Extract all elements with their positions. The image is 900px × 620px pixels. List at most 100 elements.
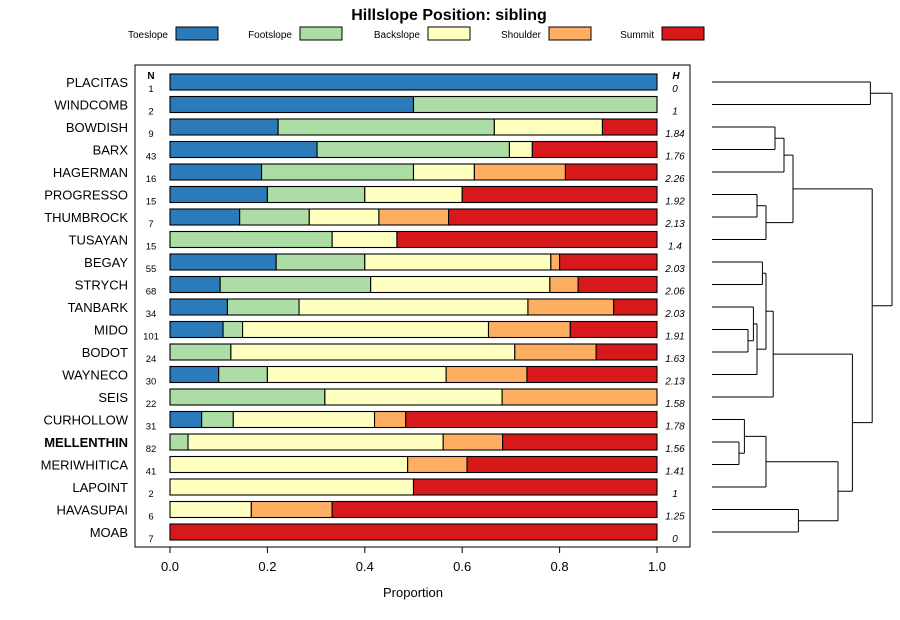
bar-wayneco-shoulder	[446, 367, 527, 383]
bar-curhollow-shoulder	[375, 412, 406, 428]
n-label-strych: 68	[146, 287, 157, 298]
x-tick-label-0-0: 0.0	[161, 559, 179, 574]
bar-tusayan-backslope	[332, 232, 397, 248]
h-label-seis: 1.58	[665, 399, 685, 410]
h-label-tanbark: 2.03	[664, 309, 685, 320]
bar-curhollow-backslope	[233, 412, 374, 428]
bar-bodot-summit	[596, 344, 657, 360]
bar-wayneco-summit	[527, 367, 657, 383]
bar-wayneco-backslope	[267, 367, 446, 383]
bar-havasupai-shoulder	[251, 502, 332, 518]
bar-bowdish-summit	[602, 119, 657, 135]
n-label-barx: 43	[146, 152, 157, 163]
h-label-mido: 1.91	[665, 332, 684, 343]
n-label-mellenthin: 82	[146, 444, 157, 455]
bar-bowdish-footslope	[278, 119, 494, 135]
bar-mido-backslope	[243, 322, 489, 338]
n-label-mido: 101	[143, 332, 159, 343]
category-label-hagerman: HAGERMAN	[53, 165, 128, 180]
category-label-strych: STRYCH	[75, 278, 128, 293]
legend-label-backslope: Backslope	[374, 30, 421, 41]
category-label-bodot: BODOT	[82, 345, 128, 360]
h-label-lapoint: 1	[672, 489, 678, 500]
n-label-progresso: 15	[146, 197, 157, 208]
legend-swatch-footslope	[300, 27, 342, 40]
bar-mellenthin-footslope	[170, 434, 188, 450]
x-tick-label-0-6: 0.6	[453, 559, 471, 574]
bar-seis-footslope	[170, 389, 325, 405]
x-tick-label-0-2: 0.2	[258, 559, 276, 574]
bar-tusayan-summit	[397, 232, 657, 248]
bar-begay-backslope	[365, 254, 551, 270]
h-label-bowdish: 1.84	[665, 129, 685, 140]
category-label-bowdish: BOWDISH	[66, 120, 128, 135]
category-label-placitas: PLACITAS	[66, 75, 128, 90]
bar-bodot-shoulder	[515, 344, 596, 360]
bar-havasupai-summit	[332, 502, 657, 518]
n-label-thumbrock: 7	[148, 219, 153, 230]
category-label-wayneco: WAYNECO	[62, 368, 128, 383]
h-label-meriwhitica: 1.41	[665, 467, 684, 478]
bar-tanbark-toeslope	[170, 299, 227, 315]
h-header: H	[672, 71, 680, 82]
h-label-havasupai: 1.25	[665, 512, 685, 523]
bar-tanbark-summit	[614, 299, 657, 315]
bar-placitas-toeslope	[170, 74, 657, 90]
category-label-tusayan: TUSAYAN	[69, 233, 128, 248]
h-label-barx: 1.76	[665, 152, 685, 163]
h-label-begay: 2.03	[664, 264, 685, 275]
bar-lapoint-summit	[414, 479, 658, 495]
bar-moab-summit	[170, 524, 657, 540]
bar-barx-footslope	[317, 142, 509, 158]
legend-swatch-summit	[662, 27, 704, 40]
bar-bowdish-toeslope	[170, 119, 278, 135]
bar-havasupai-backslope	[170, 502, 251, 518]
bar-mellenthin-backslope	[188, 434, 443, 450]
chart-title: Hillslope Position: sibling	[351, 7, 547, 24]
bar-meriwhitica-summit	[467, 457, 657, 473]
category-label-thumbrock: THUMBROCK	[44, 210, 128, 225]
n-label-meriwhitica: 41	[146, 467, 157, 478]
n-header: N	[147, 71, 154, 82]
bar-begay-footslope	[276, 254, 365, 270]
bar-thumbrock-backslope	[309, 209, 379, 225]
legend-label-summit: Summit	[620, 30, 654, 41]
h-label-tusayan: 1.4	[668, 242, 682, 253]
n-label-tanbark: 34	[146, 309, 157, 320]
bar-hagerman-summit	[565, 164, 657, 180]
bar-thumbrock-summit	[449, 209, 657, 225]
bar-tanbark-backslope	[299, 299, 528, 315]
bar-strych-backslope	[371, 277, 550, 293]
bar-mido-summit	[570, 322, 657, 338]
bar-wayneco-toeslope	[170, 367, 219, 383]
bar-strych-toeslope	[170, 277, 220, 293]
bar-lapoint-backslope	[170, 479, 414, 495]
x-axis-label: Proportion	[383, 585, 443, 600]
bar-hagerman-toeslope	[170, 164, 262, 180]
bar-strych-summit	[578, 277, 657, 293]
bar-bodot-footslope	[170, 344, 231, 360]
x-tick-label-0-8: 0.8	[551, 559, 569, 574]
bar-mido-toeslope	[170, 322, 223, 338]
bar-meriwhitica-backslope	[170, 457, 408, 473]
category-label-mido: MIDO	[94, 323, 128, 338]
n-label-tusayan: 15	[146, 242, 157, 253]
x-tick-label-0-4: 0.4	[356, 559, 374, 574]
bar-mellenthin-summit	[503, 434, 657, 450]
bar-barx-toeslope	[170, 142, 317, 158]
n-label-curhollow: 31	[146, 422, 157, 433]
bar-progresso-toeslope	[170, 187, 267, 203]
category-label-barx: BARX	[93, 143, 129, 158]
category-label-havasupai: HAVASUPAI	[56, 503, 128, 518]
bar-windcomb-footslope	[414, 97, 658, 113]
n-label-wayneco: 30	[146, 377, 157, 388]
h-label-hagerman: 2.26	[664, 174, 685, 185]
category-label-moab: MOAB	[90, 525, 128, 540]
bar-bowdish-backslope	[494, 119, 602, 135]
legend-swatch-shoulder	[549, 27, 591, 40]
bar-thumbrock-footslope	[240, 209, 310, 225]
h-label-mellenthin: 1.56	[665, 444, 685, 455]
h-label-placitas: 0	[672, 84, 678, 95]
bar-seis-shoulder	[502, 389, 657, 405]
n-label-hagerman: 16	[146, 174, 157, 185]
